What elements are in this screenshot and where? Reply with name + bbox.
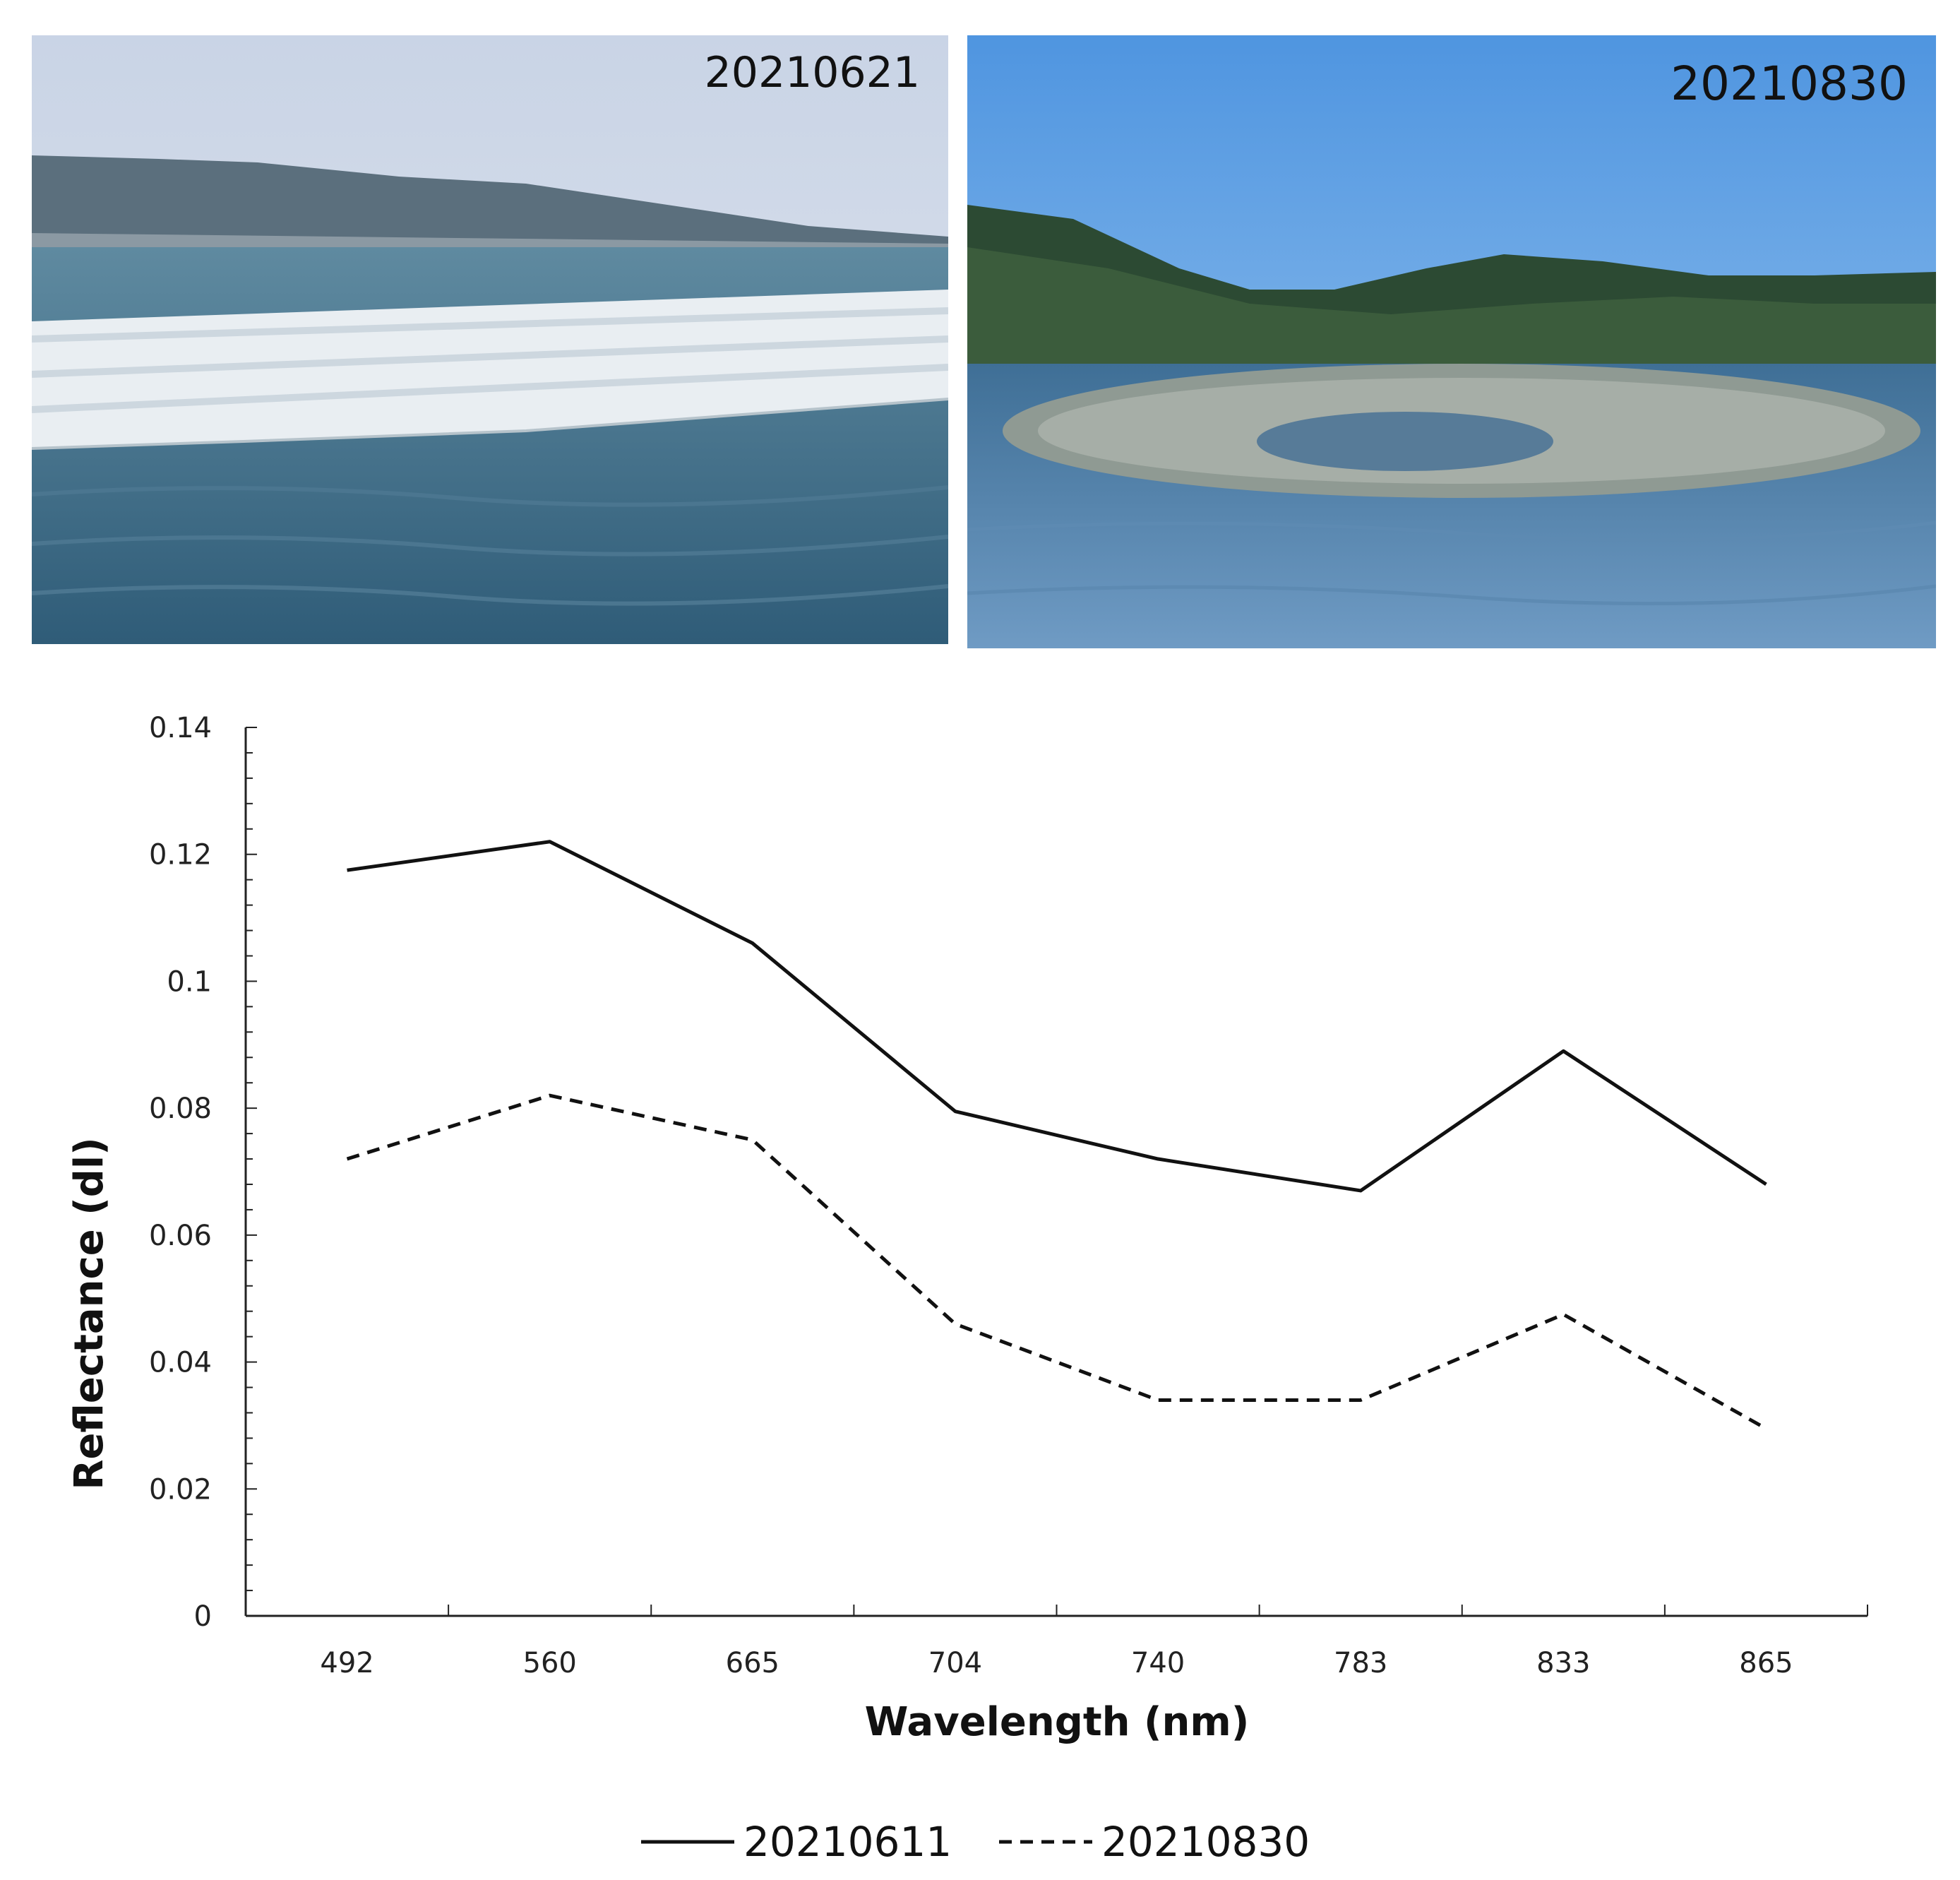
x-tick-label: 833 — [1536, 1647, 1590, 1679]
y-tick-label: 0.1 — [167, 965, 212, 998]
x-tick-label: 560 — [523, 1647, 577, 1679]
y-tick-label: 0.14 — [149, 712, 212, 744]
y-tick-label: 0.02 — [149, 1473, 212, 1506]
photo-right-image — [967, 35, 1936, 648]
reflectance-chart: 0 0.02 0.04 0.06 0.08 0.1 0.12 0.14 492 560 665 70… — [66, 712, 1868, 1866]
photo-left: 20210621 — [32, 35, 948, 644]
series-line-20210830 — [346, 1093, 1767, 1431]
y-axis-ticks: 0 0.02 0.04 0.06 0.08 0.1 0.12 0.14 — [149, 712, 257, 1633]
x-axis-ticks: 492 560 665 704 740 783 833 865 — [320, 1605, 1868, 1679]
legend-label: 20210830 — [1101, 1818, 1310, 1866]
y-tick-label: 0.08 — [149, 1093, 212, 1125]
chart-legend: 20210611 20210830 — [641, 1818, 1310, 1866]
x-tick-label: 704 — [928, 1647, 982, 1679]
photo-left-date-label: 20210621 — [704, 48, 920, 97]
photo-right: 20210830 — [967, 35, 1936, 648]
x-axis-title: Wavelength (nm) — [865, 1699, 1250, 1745]
y-tick-label: 0 — [194, 1600, 212, 1633]
photo-left-image — [32, 35, 948, 644]
legend-label: 20210611 — [743, 1818, 952, 1866]
y-tick-label: 0.04 — [149, 1347, 212, 1379]
x-tick-label: 783 — [1334, 1647, 1387, 1679]
y-tick-label: 0.06 — [149, 1220, 212, 1252]
x-tick-label: 492 — [320, 1647, 374, 1679]
y-tick-label: 0.12 — [149, 839, 212, 871]
x-tick-label: 665 — [726, 1647, 779, 1679]
chart-axes — [244, 727, 1868, 1617]
y-axis-title: Reflectance (dl) — [66, 1137, 112, 1489]
series-line-20210611 — [347, 840, 1767, 1193]
x-tick-label: 865 — [1739, 1647, 1793, 1679]
photo-right-date-label: 20210830 — [1671, 56, 1908, 111]
chart-series — [346, 840, 1767, 1431]
x-tick-label: 740 — [1131, 1647, 1185, 1679]
